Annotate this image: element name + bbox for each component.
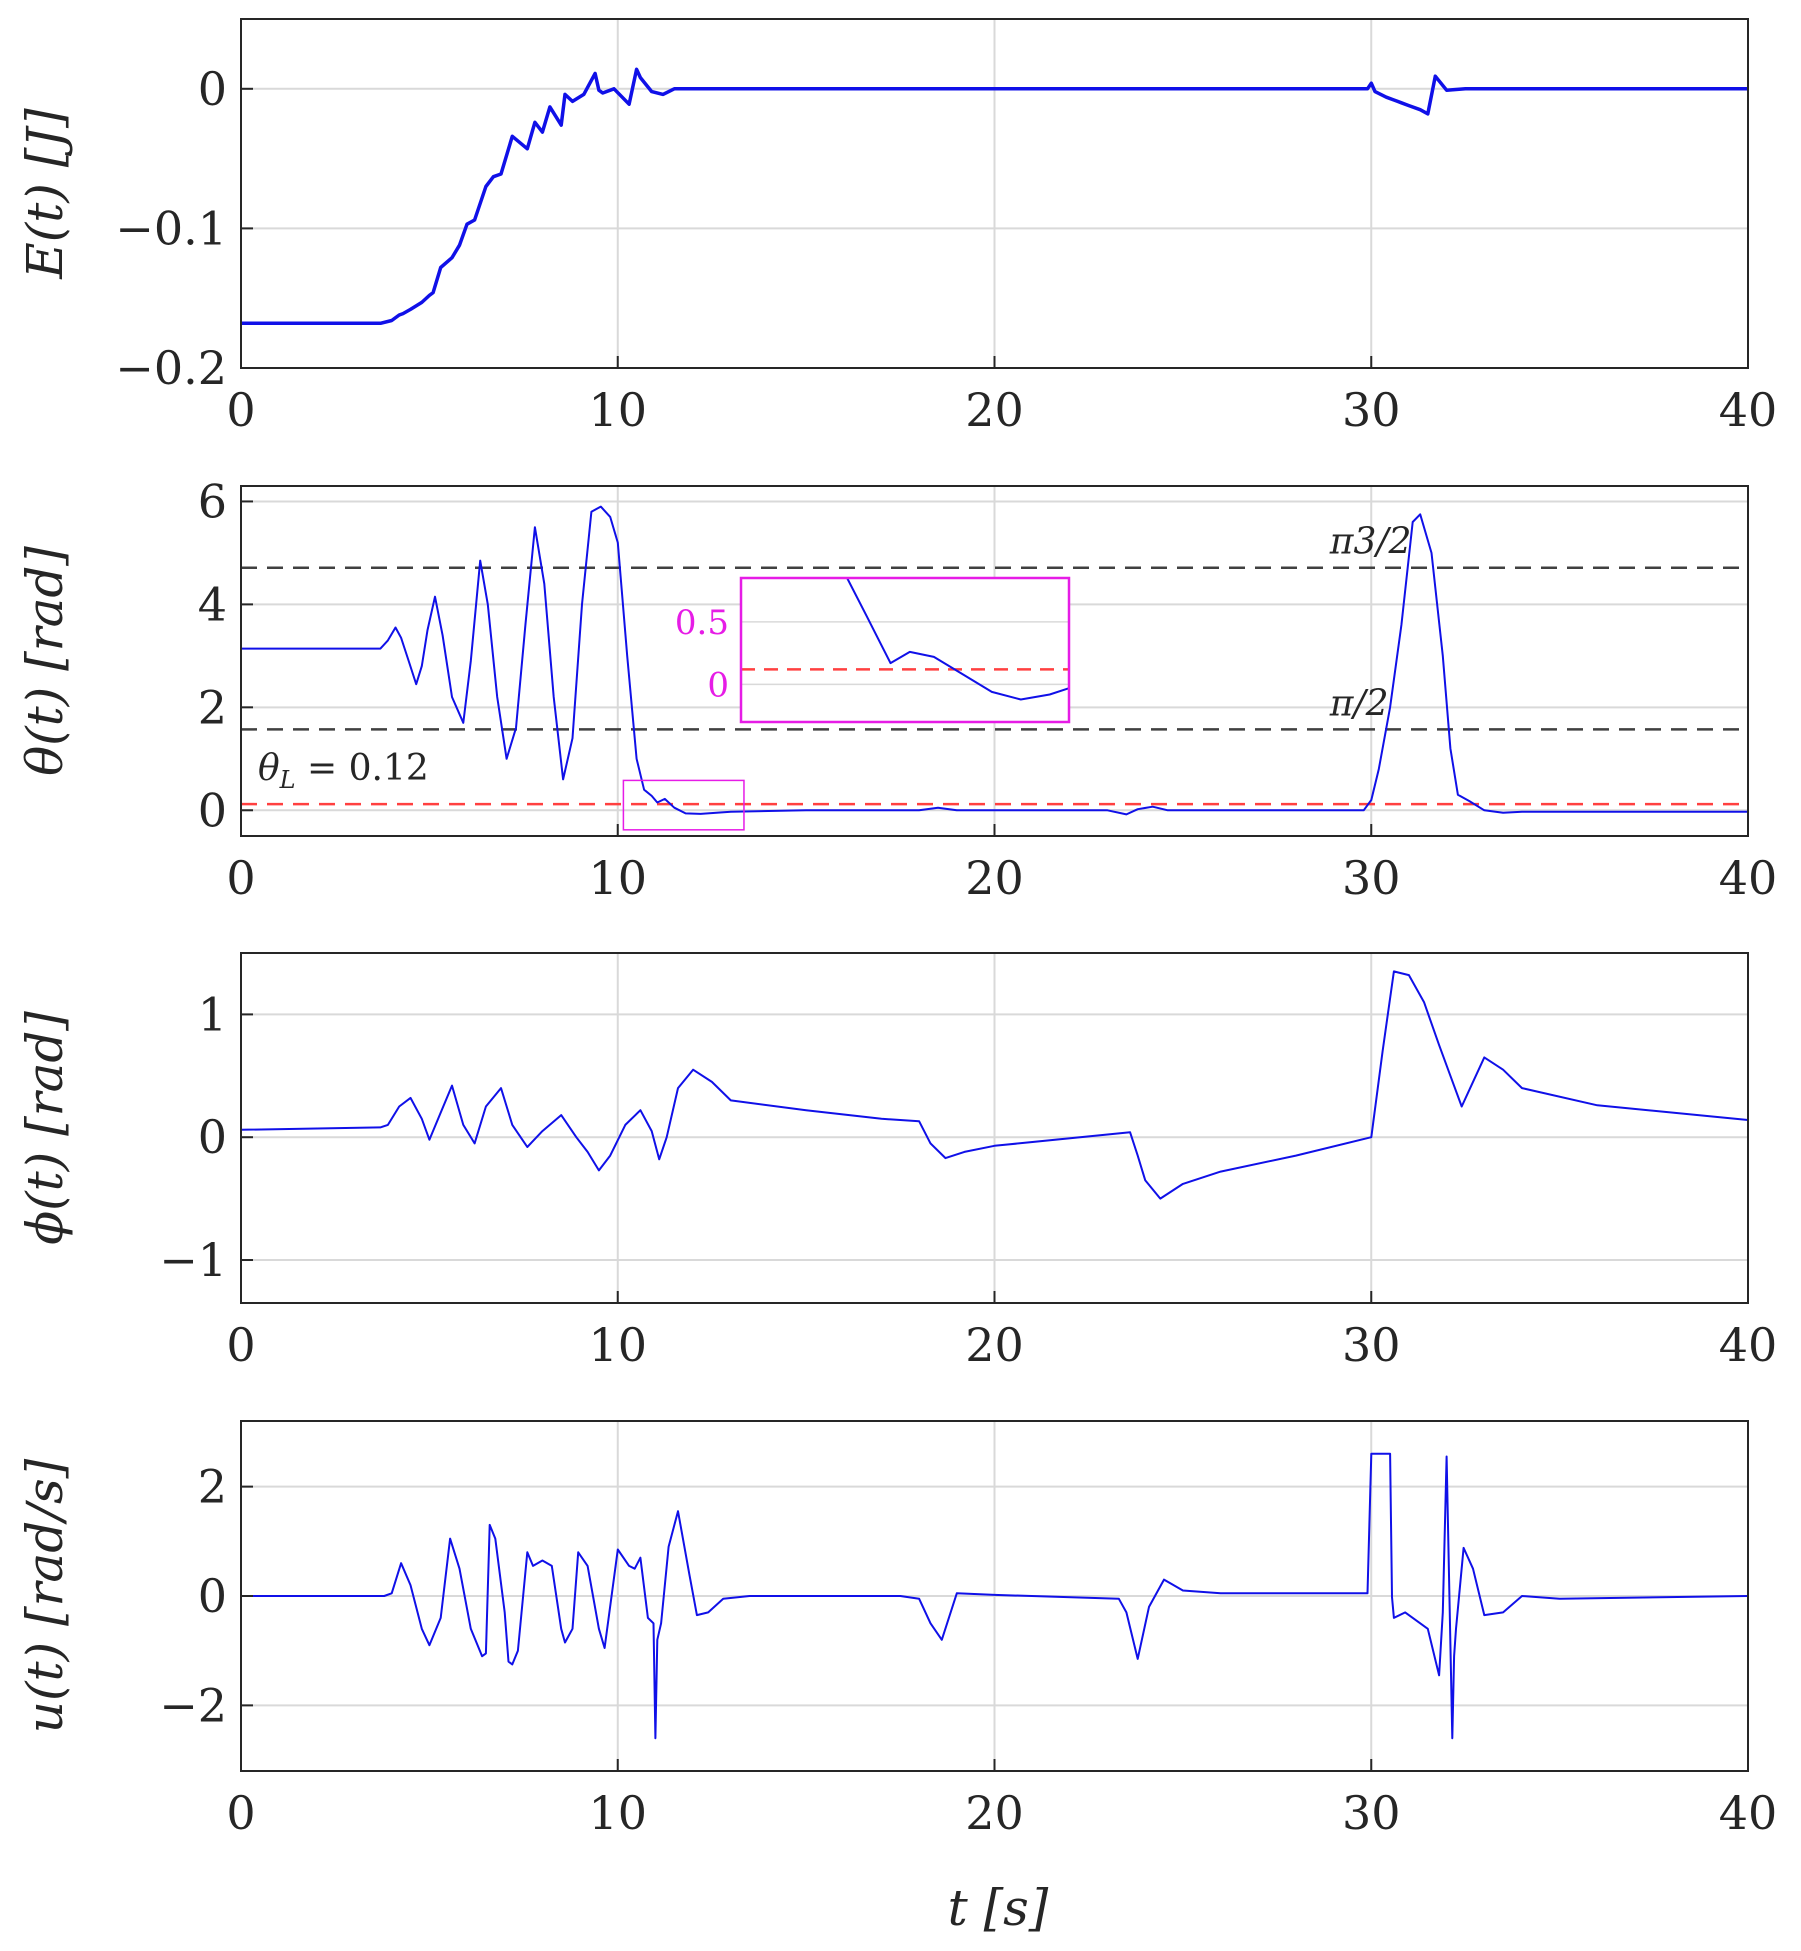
y-tick-label: −0.2 — [115, 341, 227, 395]
y-tick-label: 6 — [198, 474, 227, 528]
reference-line-label: π3/2 — [1329, 522, 1412, 563]
x-tick-label: 0 — [226, 383, 255, 437]
inset-y-tick-label: 0.5 — [675, 603, 729, 643]
x-tick-label: 30 — [1342, 851, 1401, 905]
y-axis-label: E(t) [J] — [16, 108, 74, 280]
y-tick-label: 4 — [198, 577, 227, 631]
x-tick-label: 0 — [226, 851, 255, 905]
x-tick-label: 40 — [1719, 851, 1778, 905]
y-axis-label: u(t) [rad/s] — [16, 1458, 74, 1733]
panel-2: 0 10 20 30 40 0 2 4 6 θ(t) [rad] π3/2 π/2 θL = 0.12 0… — [16, 474, 1777, 905]
inset-axes: 00.5 — [675, 576, 1071, 724]
x-tick-label: 20 — [965, 1786, 1024, 1840]
series-line-u — [241, 1452, 1749, 1740]
y-tick-label: 2 — [198, 1460, 227, 1514]
x-tick-label: 10 — [588, 383, 647, 437]
inset-frame — [739, 576, 1071, 724]
inset-y-tick-label: 0 — [707, 665, 729, 705]
x-tick-label: 10 — [588, 851, 647, 905]
series-line-E — [241, 67, 1748, 326]
threshold-label: θL = 0.12 — [258, 748, 429, 794]
x-tick-label: 40 — [1719, 1786, 1778, 1840]
series-line-theta — [241, 505, 1748, 816]
series-line-phi — [240, 970, 1749, 1200]
y-axis-label: θ(t) [rad] — [16, 546, 74, 776]
panel-4: 0 10 20 30 40 −2 0 2 u(t) [rad/s] — [16, 1420, 1778, 1840]
y-tick-label: 0 — [198, 1110, 227, 1164]
x-tick-label: 10 — [588, 1318, 647, 1372]
inset-series-line — [846, 577, 1070, 701]
x-tick-label: 30 — [1342, 383, 1401, 437]
y-tick-label: 0 — [198, 62, 227, 116]
reference-line-label: π/2 — [1329, 683, 1389, 724]
x-axis-label: t [s] — [948, 1879, 1049, 1937]
y-tick-label: −2 — [159, 1678, 227, 1732]
panel-1: 0 10 20 30 40 −0.2 −0.1 0 E(t) [J] — [16, 18, 1778, 437]
x-tick-label: 20 — [965, 383, 1024, 437]
y-tick-label: 0 — [198, 1569, 227, 1623]
x-tick-label: 40 — [1719, 1318, 1778, 1372]
panel-3: 0 10 20 30 40 −1 0 1 ϕ(t) [rad] — [16, 952, 1778, 1372]
y-tick-label: −1 — [159, 1233, 227, 1287]
x-tick-label: 40 — [1719, 383, 1778, 437]
y-tick-label: −0.1 — [115, 201, 227, 255]
x-tick-label: 0 — [226, 1318, 255, 1372]
x-tick-label: 30 — [1342, 1318, 1401, 1372]
x-tick-label: 30 — [1342, 1786, 1401, 1840]
x-tick-label: 10 — [588, 1786, 647, 1840]
x-tick-label: 20 — [965, 851, 1024, 905]
y-tick-label: 1 — [198, 987, 227, 1041]
x-tick-label: 0 — [226, 1786, 255, 1840]
zoom-region-box — [622, 779, 745, 831]
y-tick-label: 0 — [198, 783, 227, 837]
inset-background — [741, 578, 1069, 722]
x-tick-label: 20 — [965, 1318, 1024, 1372]
y-axis-label: ϕ(t) [rad] — [16, 1011, 74, 1245]
y-tick-label: 2 — [198, 680, 227, 734]
